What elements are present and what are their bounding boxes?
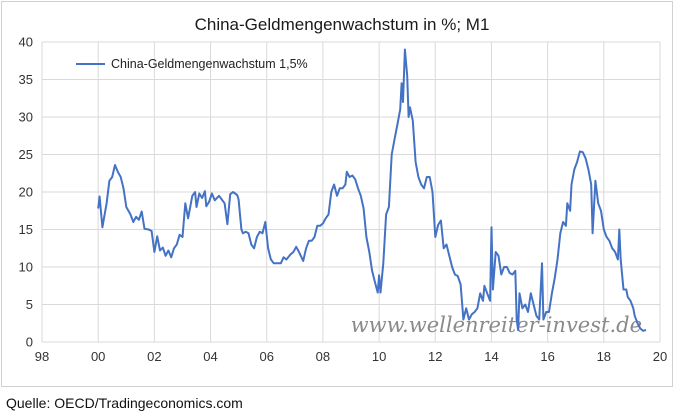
x-tick-label: 20 (653, 349, 667, 364)
legend-label: China-Geldmengenwachstum 1,5% (111, 57, 308, 71)
y-axis-ticks: 0 5 10 15 20 25 30 35 40 (19, 35, 33, 350)
line-chart: China-Geldmengenwachstum in %; M1 0 5 10 15… (19, 15, 668, 364)
source-caption: Quelle: OECD/Tradingeconomics.com (6, 395, 243, 411)
x-tick-label: 02 (147, 349, 161, 364)
chart-title: China-Geldmengenwachstum in %; M1 (195, 15, 490, 34)
y-tick-label: 20 (19, 185, 33, 200)
y-tick-label: 10 (19, 260, 33, 275)
x-tick-label: 14 (484, 349, 498, 364)
y-tick-label: 5 (26, 297, 33, 312)
y-tick-label: 40 (19, 35, 33, 50)
watermark-text: www.wellenreiter-invest.de (351, 313, 642, 337)
x-tick-label: 04 (203, 349, 217, 364)
series-line (97, 48, 647, 332)
gridlines (41, 41, 661, 343)
x-tick-label: 06 (259, 349, 273, 364)
y-tick-label: 15 (19, 222, 33, 237)
y-tick-label: 25 (19, 147, 33, 162)
x-tick-label: 18 (597, 349, 611, 364)
legend: China-Geldmengenwachstum 1,5% (76, 57, 308, 71)
x-axis-ticks: 98 00 02 04 06 08 10 12 14 16 18 20 (35, 349, 667, 364)
y-tick-label: 35 (19, 72, 33, 87)
x-tick-label: 10 (372, 349, 386, 364)
x-tick-label: 00 (91, 349, 105, 364)
x-tick-label: 16 (540, 349, 554, 364)
x-tick-label: 98 (35, 349, 49, 364)
x-tick-label: 08 (316, 349, 330, 364)
series-lines (97, 48, 647, 332)
chart-frame: China-Geldmengenwachstum in %; M1 0 5 10 15… (1, 1, 673, 387)
x-tick-label: 12 (428, 349, 442, 364)
y-tick-label: 0 (26, 335, 33, 350)
y-tick-label: 30 (19, 110, 33, 125)
